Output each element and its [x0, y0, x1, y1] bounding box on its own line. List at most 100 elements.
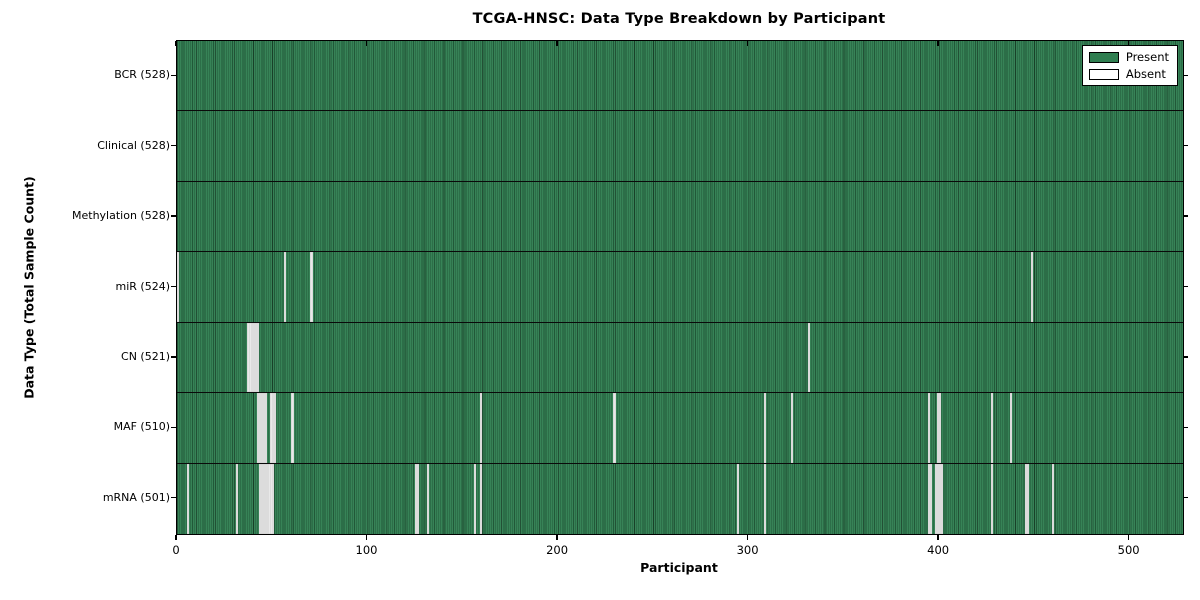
absent-cell: [262, 463, 265, 534]
absent-cell: [990, 393, 993, 463]
absent-cell: [937, 393, 940, 463]
legend-label: Present: [1125, 50, 1169, 64]
absent-cell: [257, 393, 260, 463]
absent-cell: [264, 463, 267, 534]
absent-cell: [790, 393, 793, 463]
xtick-mark: [746, 535, 749, 540]
absent-cell: [177, 252, 180, 322]
xtick-mark: [365, 535, 368, 540]
absent-cell: [266, 463, 269, 534]
absent-cell: [990, 463, 993, 534]
absent-cell: [236, 463, 239, 534]
absent-cell: [939, 463, 942, 534]
heatmap-row-cn: [177, 322, 1183, 394]
ytick-mark: [171, 497, 176, 499]
xtick-mark: [556, 535, 558, 540]
absent-cell: [255, 322, 258, 393]
absent-cell: [479, 463, 483, 534]
absent-cell: [935, 463, 938, 534]
heatmap-row-methylation: [177, 181, 1183, 253]
absent-cell: [1026, 463, 1029, 534]
ytick-mark: [1183, 497, 1188, 499]
ytick-mark: [1183, 356, 1188, 358]
heatmap-row-mir: [177, 252, 1183, 323]
plot-area: [176, 40, 1184, 535]
ytick-mark: [171, 426, 176, 429]
xtick-mark-top: [746, 41, 749, 46]
ytick-label-cn: CN (521): [121, 349, 170, 363]
absent-cell: [941, 463, 944, 534]
absent-cell: [274, 393, 277, 463]
absent-cell: [264, 393, 267, 463]
absent-cell: [251, 322, 254, 393]
absent-cell: [310, 252, 313, 322]
ytick-label-mrna: mRNA (501): [102, 490, 170, 504]
xtick-label: 300: [736, 543, 759, 557]
absent-cell: [272, 393, 275, 463]
absent-cell: [929, 463, 932, 534]
absent-cell: [1024, 463, 1028, 534]
absent-cell: [474, 463, 477, 534]
absent-cell: [927, 393, 930, 463]
absent-cell: [417, 463, 420, 534]
absent-cell: [186, 463, 189, 534]
x-axis-label: Participant: [640, 560, 718, 575]
absent-cell: [613, 393, 616, 463]
legend: Present Absent: [1081, 45, 1178, 86]
absent-cell: [258, 463, 262, 534]
heatmap-row-clinical: [177, 111, 1183, 182]
xtick-mark-top: [365, 41, 368, 46]
xtick-mark-top: [175, 41, 177, 46]
ytick-mark: [171, 74, 176, 76]
xtick-mark: [1127, 535, 1130, 540]
xtick-mark-top: [556, 41, 558, 46]
absent-cell: [937, 463, 940, 534]
absent-cell: [262, 393, 265, 463]
absent-cell: [260, 393, 264, 463]
absent-cell: [807, 322, 810, 393]
ytick-mark: [1183, 215, 1188, 217]
ytick-label-clinical: Clinical (528): [97, 138, 170, 152]
ytick-mark: [171, 144, 176, 147]
legend-absent-swatch: [1088, 68, 1119, 80]
absent-cell: [763, 393, 767, 463]
heatmap-row-bcr: [177, 41, 1183, 112]
absent-cell: [737, 463, 740, 534]
xtick-mark: [937, 535, 939, 540]
xtick-label: 500: [1117, 543, 1140, 557]
xtick-label: 200: [546, 543, 569, 557]
ytick-label-methylation: Methylation (528): [72, 209, 170, 223]
legend-entry-present: Present: [1088, 50, 1169, 64]
absent-cell: [1009, 393, 1012, 463]
xtick-label: 400: [927, 543, 950, 557]
legend-entry-absent: Absent: [1088, 68, 1169, 80]
xtick-label: 0: [172, 543, 180, 557]
absent-cell: [268, 463, 271, 534]
chart-title: TCGA-HNSC: Data Type Breakdown by Partic…: [472, 11, 886, 27]
absent-cell: [249, 322, 252, 393]
heatmap-rows: [177, 41, 1183, 534]
xtick-mark: [175, 535, 177, 540]
absent-cell: [939, 393, 942, 463]
absent-cell: [426, 463, 429, 534]
ytick-mark: [171, 356, 176, 358]
ytick-mark: [1183, 426, 1188, 429]
absent-cell: [415, 463, 418, 534]
absent-cell: [763, 463, 767, 534]
ytick-label-maf: MAF (510): [113, 420, 170, 434]
absent-cell: [1051, 463, 1054, 534]
ytick-label-mir: miR (524): [115, 279, 171, 293]
absent-cell: [927, 463, 930, 534]
absent-cell: [283, 252, 286, 322]
heatmap-row-mrna: [177, 463, 1183, 534]
ytick-mark: [1183, 285, 1188, 288]
absent-cell: [272, 463, 275, 534]
absent-cell: [479, 393, 483, 463]
absent-cell: [270, 463, 273, 534]
xtick-mark-top: [937, 41, 939, 46]
absent-cell: [253, 322, 256, 393]
absent-cell: [291, 393, 294, 463]
xtick-label: 100: [355, 543, 378, 557]
absent-cell: [270, 393, 273, 463]
